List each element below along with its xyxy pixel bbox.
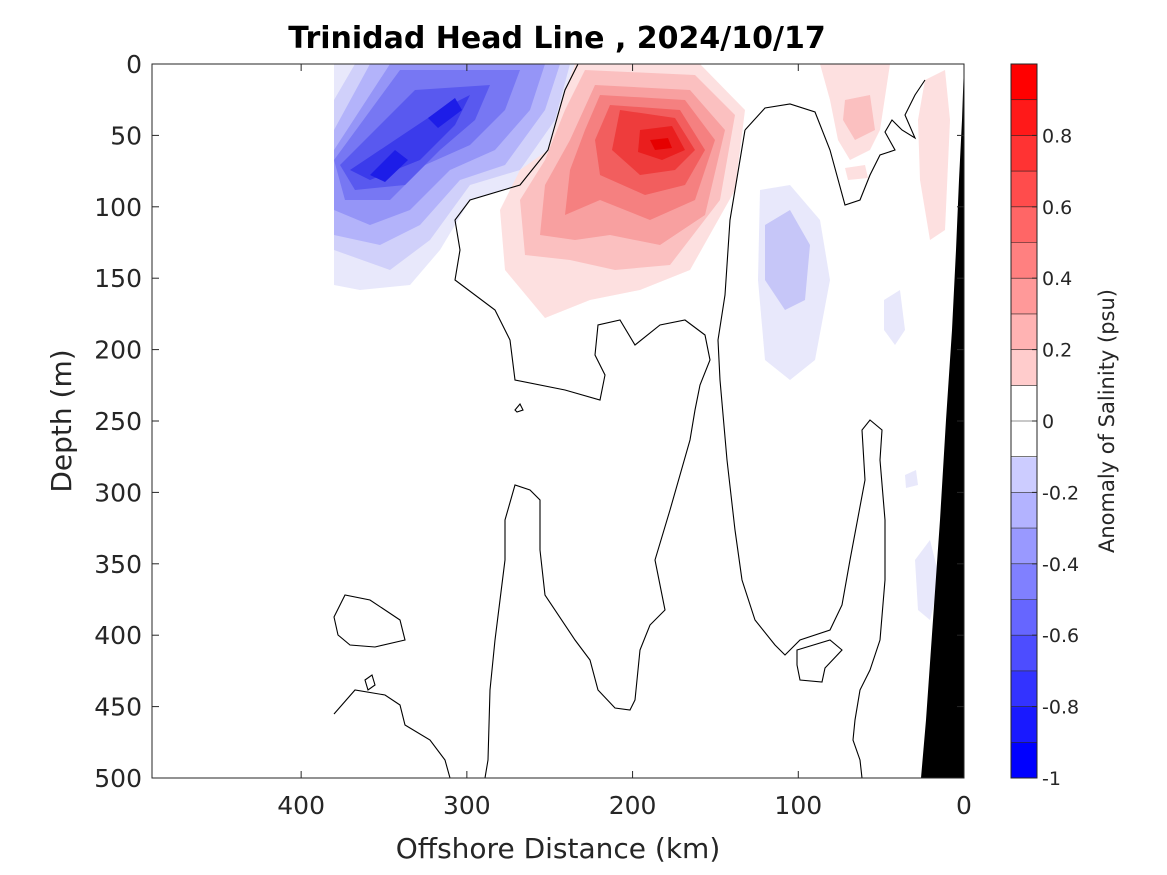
colorbar-tick-label: 0.2: [1042, 340, 1072, 362]
colorbar-swatch: [1011, 349, 1037, 386]
colorbar-tick-label: -0.6: [1042, 625, 1079, 647]
y-tick-label: 400: [94, 621, 142, 650]
y-axis-label: Depth (m): [45, 349, 78, 492]
y-tick-label: 250: [94, 407, 142, 436]
chart-title: Trinidad Head Line , 2024/10/17: [288, 21, 825, 56]
colorbar: -1 -0.8 -0.6 -0.4 -0.2 0 0.2 0.4 0.6 0.8: [1010, 63, 1079, 790]
bottom-topography-mask: [921, 64, 964, 778]
colorbar-tick-label: 0.6: [1042, 197, 1072, 219]
y-axis: 0 50 100 150 200 250 300 350 400 450 500: [94, 50, 964, 793]
colorbar-swatch: [1011, 492, 1037, 529]
y-tick-label: 500: [94, 764, 142, 793]
zero-contour-lines: [333, 64, 926, 778]
colorbar-swatch: [1011, 99, 1037, 136]
x-axis: 400 300 200 100 0: [277, 64, 972, 820]
y-tick-label: 300: [94, 478, 142, 507]
colorbar-tick-label: -1: [1042, 768, 1061, 790]
y-tick-label: 150: [94, 264, 142, 293]
colorbar-swatch: [1011, 421, 1037, 458]
colorbar-swatch: [1011, 206, 1037, 243]
colorbar-swatch: [1011, 64, 1037, 101]
colorbar-swatch: [1011, 313, 1037, 351]
colorbar-swatch: [1011, 242, 1037, 279]
colorbar-swatch: [1011, 171, 1037, 208]
colorbar-swatch: [1011, 742, 1037, 779]
colorbar-tick-label: -0.4: [1042, 554, 1079, 576]
colorbar-label: Anomaly of Salinity (psu): [1095, 289, 1119, 553]
colorbar-tick-label: -0.8: [1042, 697, 1079, 719]
y-tick-label: 200: [94, 336, 142, 365]
x-tick-label: 200: [609, 791, 657, 820]
y-tick-label: 0: [126, 50, 142, 79]
colorbar-swatch: [1011, 706, 1037, 743]
salty-anomaly-core: [500, 64, 745, 318]
colorbar-tick-label: -0.2: [1042, 482, 1079, 504]
colorbar-swatch: [1011, 456, 1037, 493]
colorbar-tick-label: 0.4: [1042, 268, 1072, 290]
colorbar-tick-label: 0.8: [1042, 125, 1072, 147]
colorbar-swatch: [1011, 563, 1037, 600]
x-tick-label: 400: [277, 791, 325, 820]
x-tick-label: 100: [774, 791, 822, 820]
colorbar-swatch: [1011, 528, 1037, 565]
y-tick-label: 350: [94, 550, 142, 579]
y-tick-label: 450: [94, 693, 142, 722]
weak-salty-anomaly-nearshore: [820, 64, 950, 240]
colorbar-swatch: [1011, 385, 1037, 422]
x-tick-label: 0: [956, 791, 972, 820]
colorbar-tick-label: 0: [1042, 411, 1054, 433]
weak-fresh-anomaly: [758, 185, 940, 620]
y-tick-label: 50: [110, 121, 142, 150]
colorbar-swatch: [1011, 135, 1037, 172]
x-axis-label: Offshore Distance (km): [396, 832, 721, 865]
fresh-anomaly-offshore: [334, 64, 575, 290]
colorbar-swatch: [1011, 599, 1037, 636]
x-tick-label: 300: [443, 791, 491, 820]
plot-area: [152, 64, 964, 778]
colorbar-swatch: [1011, 670, 1037, 708]
colorbar-swatch: [1011, 278, 1037, 315]
y-tick-label: 100: [94, 193, 142, 222]
colorbar-swatch: [1011, 635, 1037, 672]
